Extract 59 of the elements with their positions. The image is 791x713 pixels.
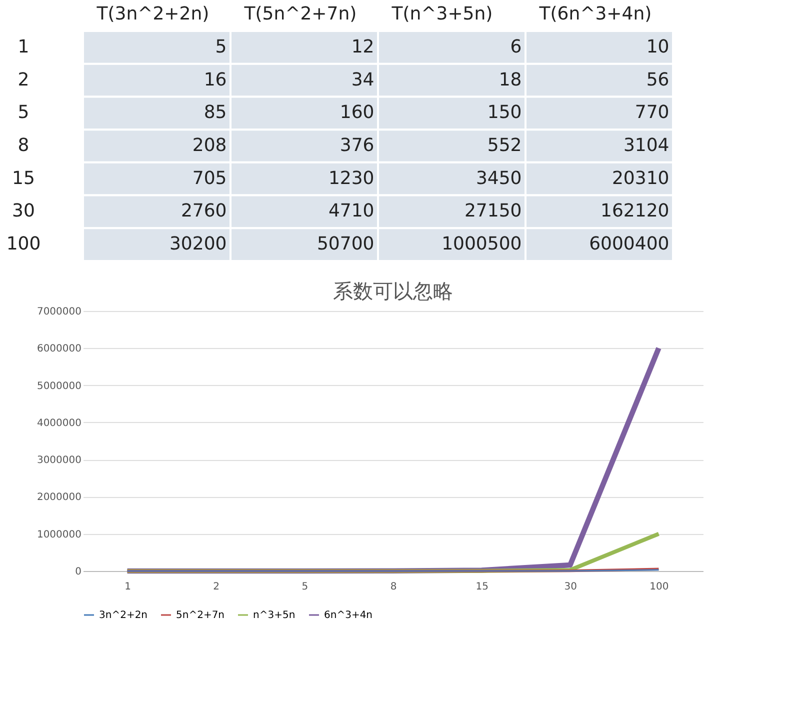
y-tick-label: 5 bbox=[18, 102, 30, 124]
data-label: 85 bbox=[204, 102, 227, 124]
data-label: 10 bbox=[646, 36, 670, 58]
data-label: 1000500 bbox=[442, 234, 522, 255]
x-tick-label: 100 bbox=[650, 582, 669, 592]
data-label: 16 bbox=[204, 69, 227, 90]
data-label: 50700 bbox=[316, 234, 374, 255]
y-tick-label: 8 bbox=[18, 135, 30, 156]
data-label: 162120 bbox=[600, 200, 670, 222]
data-label: 30200 bbox=[169, 234, 227, 255]
y-tick-label: 6000000 bbox=[36, 344, 82, 355]
data-label: 6 bbox=[510, 36, 522, 58]
x-tick-label: 30 bbox=[564, 582, 578, 592]
x-tick-label: T(n^3+5n) bbox=[390, 4, 493, 24]
data-label: 4710 bbox=[328, 200, 374, 222]
data-label: 3104 bbox=[623, 135, 670, 156]
legend-label: 5n^2+7n bbox=[176, 610, 225, 621]
y-tick-label: 7000000 bbox=[36, 306, 82, 318]
y-tick-label: 4000000 bbox=[36, 418, 82, 429]
data-label: 2760 bbox=[180, 200, 227, 222]
y-tick-label: 1 bbox=[18, 36, 30, 58]
y-tick-label: 30 bbox=[12, 200, 35, 222]
legend-label: n^3+5n bbox=[253, 610, 296, 621]
data-label: 552 bbox=[487, 135, 522, 156]
y-tick-label: 1000000 bbox=[36, 529, 82, 540]
data-label: 3450 bbox=[476, 168, 522, 189]
x-tick-label: 1 bbox=[124, 582, 131, 592]
y-tick-label: 0 bbox=[75, 566, 82, 578]
data-label: 20310 bbox=[612, 168, 670, 189]
x-tick-label: T(6n^3+4n) bbox=[538, 4, 652, 24]
y-tick-label: 3000000 bbox=[36, 455, 82, 466]
y-tick-label: 5000000 bbox=[36, 380, 82, 392]
y-tick-label: 2000000 bbox=[36, 492, 82, 504]
x-tick-label: 15 bbox=[476, 582, 488, 592]
data-label: 376 bbox=[340, 135, 374, 156]
chart-title: 系数可以忽略 bbox=[333, 279, 453, 303]
data-label: 1230 bbox=[328, 168, 374, 189]
x-tick-label: 8 bbox=[390, 582, 397, 592]
data-label: 705 bbox=[192, 168, 227, 189]
data-label: 27150 bbox=[464, 200, 522, 222]
y-tick-label: 15 bbox=[12, 168, 35, 189]
x-tick-label: T(3n^2+2n) bbox=[96, 4, 210, 24]
data-label: 56 bbox=[646, 69, 670, 90]
data-label: 150 bbox=[487, 102, 522, 124]
x-tick-label: 2 bbox=[213, 582, 220, 592]
data-label: 5 bbox=[215, 36, 227, 58]
y-tick-label: 2 bbox=[18, 69, 30, 90]
data-label: 34 bbox=[351, 69, 374, 90]
x-tick-label: 5 bbox=[302, 582, 308, 592]
data-label: 770 bbox=[634, 102, 670, 124]
data-label: 6000400 bbox=[589, 234, 670, 255]
y-tick-label: 100 bbox=[6, 234, 41, 255]
data-label: 12 bbox=[351, 36, 374, 58]
x-tick-label: T(5n^2+7n) bbox=[243, 4, 357, 24]
data-label: 208 bbox=[192, 135, 227, 156]
data-label: 18 bbox=[498, 69, 522, 90]
legend-label: 6n^3+4n bbox=[324, 610, 373, 621]
data-label: 160 bbox=[340, 102, 374, 124]
legend-label: 3n^2+2n bbox=[99, 610, 148, 621]
